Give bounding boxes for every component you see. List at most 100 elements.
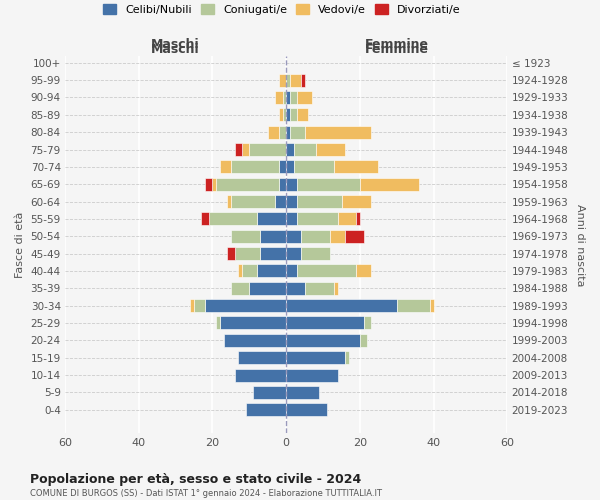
Bar: [238, 351, 286, 364]
Text: Femmine: Femmine: [365, 44, 429, 57]
Bar: [345, 351, 349, 364]
Bar: [286, 247, 301, 260]
Bar: [220, 160, 231, 173]
Bar: [242, 264, 257, 278]
Bar: [283, 91, 286, 104]
Bar: [260, 230, 286, 242]
Bar: [286, 282, 305, 295]
Bar: [397, 299, 430, 312]
Bar: [250, 143, 286, 156]
Bar: [286, 334, 360, 347]
Bar: [286, 386, 319, 399]
Bar: [279, 108, 283, 122]
Bar: [286, 178, 297, 190]
Bar: [216, 178, 279, 190]
Bar: [297, 195, 341, 208]
Bar: [286, 91, 290, 104]
Bar: [290, 108, 297, 122]
Bar: [297, 91, 312, 104]
Bar: [279, 126, 286, 138]
Bar: [338, 212, 356, 226]
Bar: [356, 264, 371, 278]
Bar: [231, 230, 260, 242]
Bar: [334, 282, 338, 295]
Bar: [286, 108, 290, 122]
Bar: [242, 143, 250, 156]
Bar: [305, 282, 334, 295]
Bar: [257, 264, 286, 278]
Bar: [268, 126, 279, 138]
Y-axis label: Anni di nascita: Anni di nascita: [575, 204, 585, 286]
Bar: [286, 316, 364, 330]
Bar: [286, 195, 297, 208]
Bar: [260, 247, 286, 260]
Bar: [279, 178, 286, 190]
Bar: [301, 247, 331, 260]
Bar: [316, 143, 345, 156]
Text: Femmine: Femmine: [365, 38, 429, 51]
Bar: [257, 212, 286, 226]
Bar: [286, 126, 290, 138]
Bar: [275, 195, 286, 208]
Bar: [286, 143, 293, 156]
Bar: [212, 178, 216, 190]
Bar: [297, 108, 308, 122]
Bar: [238, 264, 242, 278]
Bar: [205, 299, 286, 312]
Bar: [297, 264, 356, 278]
Bar: [341, 195, 371, 208]
Bar: [331, 230, 345, 242]
Text: Popolazione per età, sesso e stato civile - 2024: Popolazione per età, sesso e stato civil…: [30, 472, 361, 486]
Bar: [305, 126, 371, 138]
Bar: [290, 126, 305, 138]
Bar: [297, 178, 360, 190]
Text: Maschi: Maschi: [151, 38, 200, 51]
Y-axis label: Fasce di età: Fasce di età: [15, 212, 25, 278]
Bar: [283, 108, 286, 122]
Bar: [250, 282, 286, 295]
Bar: [360, 178, 419, 190]
Bar: [301, 230, 331, 242]
Bar: [360, 334, 367, 347]
Text: COMUNE DI BURGOS (SS) - Dati ISTAT 1° gennaio 2024 - Elaborazione TUTTITALIA.IT: COMUNE DI BURGOS (SS) - Dati ISTAT 1° ge…: [30, 489, 382, 498]
Bar: [286, 212, 297, 226]
Bar: [301, 74, 305, 86]
Bar: [224, 334, 286, 347]
Bar: [220, 316, 286, 330]
Bar: [293, 143, 316, 156]
Bar: [297, 212, 338, 226]
Bar: [290, 91, 297, 104]
Bar: [286, 230, 301, 242]
Bar: [286, 74, 290, 86]
Bar: [364, 316, 371, 330]
Bar: [286, 368, 338, 382]
Bar: [231, 195, 275, 208]
Bar: [235, 368, 286, 382]
Bar: [253, 386, 286, 399]
Bar: [345, 230, 364, 242]
Bar: [205, 178, 212, 190]
Bar: [190, 299, 194, 312]
Bar: [202, 212, 209, 226]
Bar: [430, 299, 434, 312]
Bar: [209, 212, 257, 226]
Bar: [231, 282, 250, 295]
Bar: [290, 74, 301, 86]
Bar: [275, 91, 283, 104]
Bar: [279, 74, 286, 86]
Legend: Celibi/Nubili, Coniugati/e, Vedovi/e, Divorziati/e: Celibi/Nubili, Coniugati/e, Vedovi/e, Di…: [100, 0, 464, 18]
Bar: [279, 160, 286, 173]
Bar: [356, 212, 360, 226]
Bar: [286, 351, 345, 364]
Bar: [235, 247, 260, 260]
Bar: [194, 299, 205, 312]
Bar: [235, 143, 242, 156]
Text: Maschi: Maschi: [151, 44, 200, 57]
Bar: [293, 160, 334, 173]
Bar: [286, 299, 397, 312]
Bar: [286, 403, 327, 416]
Bar: [334, 160, 379, 173]
Bar: [286, 160, 293, 173]
Bar: [227, 195, 231, 208]
Bar: [286, 264, 297, 278]
